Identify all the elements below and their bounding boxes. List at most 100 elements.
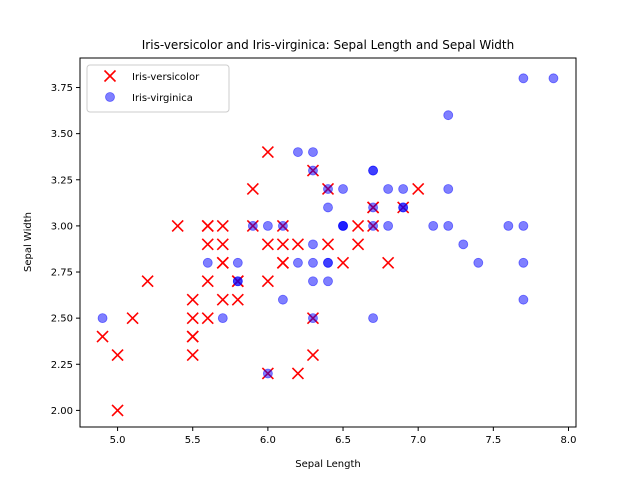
y-tick-label: 3.25 — [51, 175, 73, 186]
legend: Iris-versicolor Iris-virginica — [86, 64, 230, 113]
data-point-circle — [443, 220, 454, 231]
data-point-circle — [323, 276, 333, 287]
data-point-x-marker — [321, 238, 335, 251]
x-tick-label: 5.5 — [185, 435, 201, 446]
data-point-circle — [308, 257, 318, 268]
data-point-circle — [308, 165, 318, 176]
data-point-circle — [368, 313, 378, 324]
data-point-circle — [308, 147, 318, 157]
data-point-circle — [247, 220, 258, 231]
data-point-circle — [443, 110, 454, 121]
data-point-circle — [383, 220, 394, 231]
data-point-x-marker — [276, 238, 289, 251]
data-point-circle — [338, 220, 348, 231]
chart-title: Iris-versicolor and Iris-virginica: Sepa… — [142, 38, 514, 52]
data-point-x-marker — [111, 404, 124, 417]
data-point-x-marker — [291, 238, 305, 251]
data-point-circle — [97, 313, 108, 324]
data-point-circle — [323, 257, 333, 268]
legend-box — [86, 64, 230, 113]
data-point-circle — [323, 184, 333, 194]
data-point-x-marker — [261, 146, 274, 159]
data-point-x-marker — [201, 275, 214, 288]
data-point-x-marker — [186, 293, 199, 306]
data-point-circle — [293, 147, 303, 157]
data-point-circle — [383, 184, 394, 194]
y-axis-title: Sepal Width — [23, 212, 34, 272]
data-point-x-marker — [111, 348, 124, 362]
x-tick-label: 6.5 — [335, 435, 351, 446]
y-tick-label: 3.75 — [51, 83, 73, 94]
data-point-x-marker — [216, 238, 229, 251]
data-point-x-marker — [216, 219, 229, 232]
data-point-circle — [368, 202, 378, 213]
y-tick-label: 2.25 — [51, 360, 73, 371]
data-point-circle — [232, 257, 243, 268]
legend-marker — [103, 69, 117, 83]
data-point-circle — [368, 165, 378, 176]
data-point-circle — [338, 184, 348, 194]
data-point-circle — [308, 239, 318, 250]
data-point-circle — [473, 257, 484, 268]
data-point-x-marker — [96, 330, 109, 343]
data-point-circle — [458, 239, 469, 250]
x-axis-title: Sepal Length — [295, 459, 360, 470]
data-point-x-marker — [261, 275, 274, 288]
y-tick-label: 2.00 — [51, 406, 73, 417]
y-tick-label: 3.00 — [51, 221, 73, 232]
data-point-circle — [278, 294, 288, 305]
data-point-x-marker — [201, 238, 214, 251]
x-tick-label: 7.0 — [410, 435, 426, 446]
data-point-x-marker — [141, 275, 154, 288]
y-tick-label: 2.50 — [51, 314, 73, 325]
x-tick-label: 6.0 — [260, 435, 276, 446]
data-point-x-marker — [382, 256, 395, 269]
data-point-circle — [548, 73, 559, 84]
data-point-x-marker — [261, 238, 274, 251]
data-point-x-marker — [171, 219, 184, 232]
data-point-circle — [278, 220, 288, 231]
plot-area-frame — [79, 57, 577, 428]
data-point-circle — [308, 276, 318, 287]
data-point-x-marker — [412, 182, 425, 196]
y-tick-label: 2.75 — [51, 268, 73, 279]
data-point-circle — [202, 257, 213, 268]
data-point-circle — [262, 220, 273, 231]
data-point-x-marker — [216, 293, 229, 306]
x-tick-label: 5.0 — [110, 435, 126, 446]
data-point-x-marker — [231, 293, 244, 306]
data-point-x-marker — [306, 348, 320, 362]
legend-label: Iris-virginica — [132, 93, 193, 104]
data-point-circle — [518, 220, 529, 231]
x-axis: 5.0 5.5 6.0 6.5 7.0 7.5 8.0 — [110, 427, 577, 446]
data-point-circle — [503, 220, 514, 231]
data-point-circle — [518, 294, 529, 305]
data-point-circle — [232, 276, 243, 287]
data-point-circle — [398, 202, 409, 213]
x-tick-label: 7.5 — [485, 435, 501, 446]
data-point-x-marker — [351, 219, 365, 232]
data-point-x-marker — [186, 330, 199, 343]
legend-marker — [105, 92, 115, 102]
data-point-circle — [398, 184, 409, 194]
data-point-circle — [217, 313, 228, 324]
legend-label: Iris-versicolor — [132, 72, 200, 83]
data-point-circle — [518, 73, 529, 84]
y-tick-label: 3.50 — [51, 129, 73, 140]
data-point-x-marker — [126, 312, 139, 325]
data-point-x-marker — [351, 238, 365, 251]
points-layer — [96, 73, 559, 417]
y-axis: 2.00 2.25 2.50 2.75 3.00 3.25 3.50 3.75 — [51, 83, 80, 417]
x-tick-label: 8.0 — [561, 435, 577, 446]
data-point-circle — [428, 220, 439, 231]
data-point-circle — [293, 257, 303, 268]
data-point-x-marker — [276, 256, 289, 269]
data-point-circle — [323, 202, 333, 213]
data-point-circle — [308, 313, 318, 324]
series-iris-virginica — [97, 73, 559, 379]
data-point-x-marker — [216, 256, 229, 269]
data-point-x-marker — [336, 256, 350, 269]
data-point-x-marker — [201, 312, 214, 325]
data-point-x-marker — [186, 348, 199, 362]
